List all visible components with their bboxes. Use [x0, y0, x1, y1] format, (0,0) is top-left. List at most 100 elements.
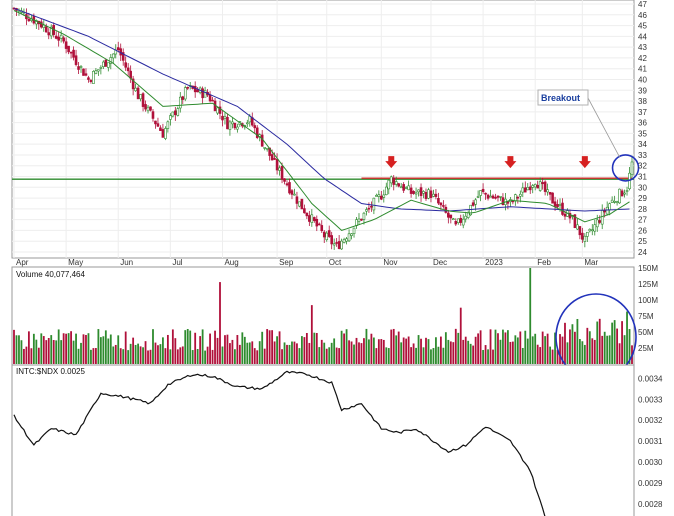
volume-bar — [422, 347, 425, 364]
volume-bar — [596, 321, 599, 364]
volume-bar — [112, 346, 115, 364]
volume-bar — [65, 333, 68, 364]
candle-body — [280, 165, 284, 180]
candle-body — [623, 192, 626, 195]
rs-series-line — [13, 370, 546, 516]
candle-body — [538, 181, 542, 191]
candle-body — [89, 80, 93, 82]
candle-body — [625, 190, 629, 192]
volume-bar — [308, 342, 311, 364]
volume-bar — [92, 348, 95, 364]
candle-body — [352, 227, 356, 235]
volume-bar — [263, 348, 266, 364]
candle-body — [228, 121, 232, 130]
volume-bar — [494, 329, 497, 364]
candle-body — [186, 86, 190, 89]
candle-body — [293, 193, 296, 196]
volume-bar — [425, 337, 427, 364]
candle-body — [104, 59, 108, 67]
candle-body — [327, 230, 331, 237]
volume-bar — [452, 342, 455, 364]
candle-body — [149, 106, 152, 111]
candle-body — [193, 85, 197, 93]
candle-body — [44, 26, 48, 33]
candle-body — [439, 202, 443, 206]
volume-bar — [492, 349, 494, 364]
candle-body — [171, 111, 175, 117]
candle-body — [285, 183, 289, 186]
candle-body — [454, 221, 458, 225]
candle-body — [499, 196, 502, 198]
breakout-pointer — [587, 97, 620, 158]
volume-bar — [87, 333, 90, 364]
volume-bar — [457, 332, 460, 364]
volume-bar — [606, 335, 609, 364]
candle-body — [102, 61, 105, 67]
candle-body — [630, 161, 634, 176]
volume-bar — [439, 336, 442, 364]
date-tick: Sep — [279, 258, 294, 267]
volume-bar — [23, 348, 25, 364]
candle-body — [169, 115, 172, 120]
candle-body — [84, 73, 88, 76]
candle-body — [372, 197, 376, 211]
volume-bar — [554, 332, 556, 364]
candle-body — [69, 51, 73, 54]
candle-body — [298, 201, 301, 207]
volume-bar — [189, 330, 192, 364]
volume-bar — [248, 342, 251, 364]
volume-bar — [315, 332, 318, 364]
volume-bar — [199, 336, 202, 364]
candle-body — [496, 195, 500, 198]
volume-bar — [35, 339, 38, 364]
volume-bar — [191, 350, 194, 364]
volume-bar — [348, 340, 350, 364]
candle-body — [303, 208, 306, 214]
volume-bar — [395, 335, 398, 364]
candle-body — [320, 225, 324, 232]
candle-body — [255, 127, 259, 138]
volume-bar — [60, 340, 63, 364]
candle-body — [456, 218, 460, 223]
candle-body — [442, 205, 445, 207]
candle-body — [305, 212, 309, 217]
volume-bar — [221, 346, 224, 364]
candle-body — [146, 106, 150, 112]
volume-bar — [586, 327, 589, 364]
volume-bar — [154, 342, 157, 364]
volume-y-tick: 50M — [638, 328, 654, 337]
volume-title: Volume 40,077,464 — [16, 270, 85, 279]
volume-bar — [581, 341, 584, 364]
candle-body — [553, 201, 557, 207]
volume-bar — [95, 348, 97, 364]
volume-bar — [174, 338, 177, 364]
volume-bar — [55, 340, 58, 364]
volume-bar — [15, 335, 18, 364]
candle-body — [322, 231, 326, 238]
volume-bar — [127, 350, 130, 364]
candle-body — [573, 214, 577, 228]
candle-body — [501, 197, 505, 205]
volume-bar — [355, 337, 358, 364]
candle-body — [471, 202, 475, 206]
rs-y-tick: 0.0028 — [638, 500, 663, 509]
candle-body — [563, 213, 567, 217]
volume-bar — [474, 336, 477, 364]
peak-arrow-marker — [578, 156, 591, 169]
volume-bar — [301, 336, 303, 364]
price-y-tick: 32 — [638, 162, 647, 171]
candle-body — [523, 187, 527, 193]
volume-bar — [497, 333, 499, 364]
volume-bar — [549, 346, 551, 364]
candle-body — [536, 184, 539, 189]
volume-bar — [551, 349, 554, 364]
candle-body — [409, 187, 413, 194]
volume-bar — [293, 341, 296, 364]
candle-body — [610, 199, 614, 203]
volume-bar — [534, 333, 537, 364]
volume-bar — [107, 338, 110, 364]
date-tick: Mar — [584, 258, 598, 267]
volume-bar — [162, 337, 164, 364]
volume-bar — [370, 333, 373, 364]
candle-body — [419, 187, 423, 196]
